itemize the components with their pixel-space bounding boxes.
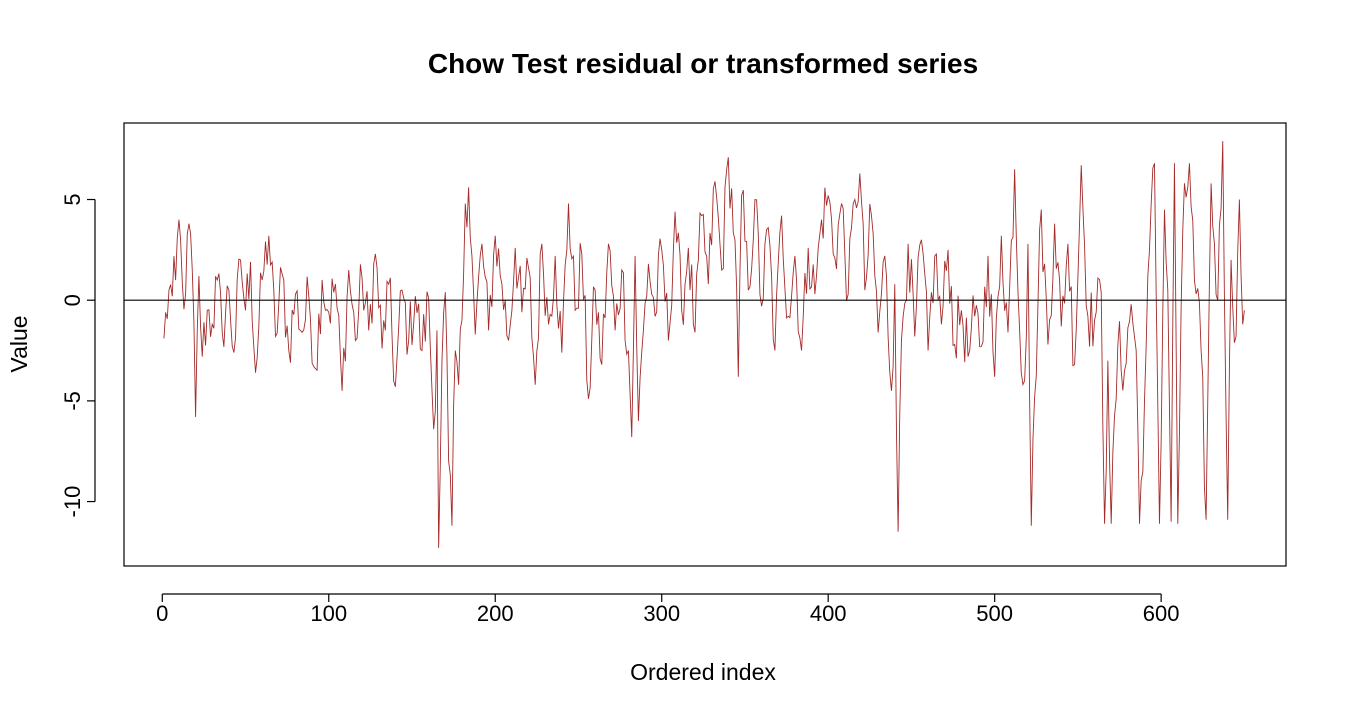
plot-area xyxy=(123,122,1287,567)
y-tick-label: 5 xyxy=(60,193,85,205)
x-tick-label: 200 xyxy=(477,601,514,626)
series-layer xyxy=(163,141,1245,548)
x-axis-label: Ordered index xyxy=(630,659,776,685)
x-tick-label: 500 xyxy=(976,601,1013,626)
x-tick-label: 100 xyxy=(310,601,347,626)
x-tick-label: 0 xyxy=(156,601,168,626)
y-tick-label: 0 xyxy=(60,294,85,306)
x-tick-label: 400 xyxy=(810,601,847,626)
x-tick-label: 300 xyxy=(643,601,680,626)
series-line xyxy=(163,141,1245,548)
plot-frame xyxy=(123,122,1287,567)
y-tick-label: -5 xyxy=(60,391,85,411)
y-axis-label: Value xyxy=(6,315,32,372)
x-tick-label: 600 xyxy=(1143,601,1180,626)
x-axis: 0 100 200 300 400 500 600 xyxy=(156,593,1180,626)
y-tick-label: -10 xyxy=(60,486,85,518)
chart-title: Chow Test residual or transformed series xyxy=(428,48,978,79)
y-axis: 5 0 -5 -10 xyxy=(60,193,96,518)
